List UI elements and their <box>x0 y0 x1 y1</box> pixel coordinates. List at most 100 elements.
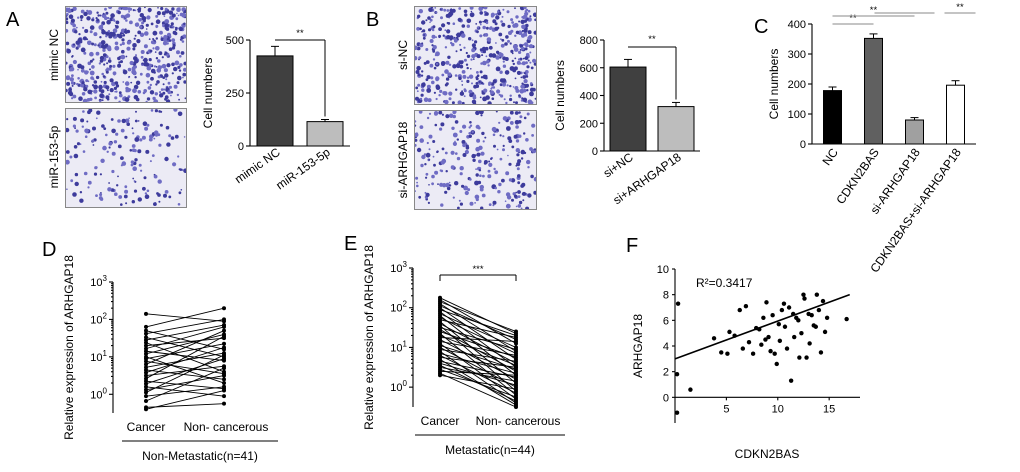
pair-line <box>439 368 517 398</box>
y-axis-label: ARHGAP18 <box>631 314 645 378</box>
image-label-si-nc: si-NC <box>396 40 410 70</box>
pair-line <box>439 297 517 334</box>
y-axis-label: Cell numbers <box>767 49 781 120</box>
cancer-point <box>438 373 442 378</box>
pair-line <box>439 352 517 374</box>
y-axis-label: Cell numbers <box>201 58 215 129</box>
scatter-point <box>788 378 794 383</box>
non-cancerous-point <box>222 388 226 393</box>
non-cancerous-point <box>514 387 518 392</box>
y-tick-label: 200 <box>788 79 806 91</box>
non-cancerous-point <box>514 353 518 358</box>
y-tick-label: 300 <box>788 49 806 61</box>
y-tick-label: 0 <box>800 139 806 151</box>
pair-line <box>145 360 225 375</box>
pair-line <box>439 374 517 390</box>
pair-line <box>439 343 517 400</box>
cancer-point <box>144 384 148 389</box>
cancer-point <box>144 331 148 336</box>
scatter-point <box>688 387 693 392</box>
y-tick-label: 2 <box>663 367 669 379</box>
y-tick-label: 100 <box>788 109 806 121</box>
pair-line <box>145 333 225 355</box>
image-label-si-arhgap18: si-ARHGAP18 <box>396 121 410 198</box>
y-tick-label: 103 <box>390 260 407 275</box>
pair-line <box>145 337 225 347</box>
x-category-label: Non- cancerous <box>184 420 269 434</box>
bar <box>306 121 344 147</box>
y-tick-label: 400 <box>788 19 806 31</box>
non-cancerous-point <box>222 373 226 378</box>
micrograph-b-si-arhgap18 <box>414 110 537 210</box>
scatter-point <box>740 346 746 351</box>
y-axis-label: Cell numbers <box>553 60 567 131</box>
cancer-point <box>144 328 148 333</box>
scatter-point <box>804 355 809 360</box>
y-tick-label: 102 <box>390 300 407 315</box>
pair-line <box>145 375 225 391</box>
y-tick-label: 8 <box>663 290 669 302</box>
bar <box>905 119 924 145</box>
pair-line <box>145 367 225 402</box>
y-tick-label: 6 <box>663 315 669 327</box>
panel-letter-d: D <box>42 239 56 261</box>
panel-letter-e: E <box>344 233 357 255</box>
scatter-point <box>820 298 826 304</box>
x-category-label: si+NC <box>601 150 636 181</box>
pair-line <box>439 309 517 336</box>
non-cancerous-point <box>222 381 226 386</box>
scatter-chart-f: 0 2 4 6 8 10 5 10 15 R²=0.3417 CDKN2BAS ARHGAP18 <box>631 264 860 461</box>
scatter-point <box>844 316 849 322</box>
micrograph-b-si-nc-texture <box>415 7 536 104</box>
line-chart-d: 100 101 102 103 Relative expression of ARHGA… <box>62 255 278 463</box>
scatter-point <box>761 315 766 320</box>
y-tick-label: 10 <box>657 264 669 276</box>
scatter-point <box>796 318 801 323</box>
y-axis-label: Relative expression of ARHGAP18 <box>362 245 376 430</box>
scatter-point <box>807 341 812 346</box>
non-cancerous-point <box>514 373 518 378</box>
image-label-mimic-nc: mimic NC <box>47 29 61 81</box>
pair-line <box>439 339 517 380</box>
panel-letter-b: B <box>366 9 379 31</box>
scatter-point <box>727 329 732 335</box>
scatter-point <box>763 337 768 342</box>
non-cancerous-point <box>514 335 518 340</box>
x-tick-label: 15 <box>823 403 835 415</box>
scatter-point <box>818 350 824 355</box>
scatter-point <box>768 348 773 354</box>
scatter-point <box>759 342 764 347</box>
non-cancerous-point <box>222 324 226 329</box>
non-cancerous-point <box>222 306 226 311</box>
y-tick-label: 0 <box>238 141 244 153</box>
x-axis-label: CDKN2BAS <box>735 447 800 461</box>
pair-line <box>439 335 517 366</box>
pair-line <box>439 319 517 338</box>
bar <box>256 55 294 147</box>
non-cancerous-point <box>222 352 226 357</box>
x-category-label: Cancer <box>127 420 166 434</box>
group-label: Metastatic(n=44) <box>445 443 535 457</box>
pair-line <box>145 354 225 393</box>
x-tick-label: 5 <box>723 403 729 415</box>
bar <box>657 106 695 152</box>
cancer-point <box>144 343 148 348</box>
pair-line <box>145 350 225 362</box>
micrograph-b-si-nc <box>414 6 537 105</box>
r-squared-annotation: R²=0.3417 <box>696 276 753 290</box>
y-tick-label: 600 <box>580 63 598 75</box>
scatter-point <box>809 313 814 318</box>
cancer-point <box>144 311 148 316</box>
non-cancerous-point <box>222 334 226 339</box>
x-category-label: Cancer <box>421 414 460 428</box>
y-tick-label: 101 <box>390 339 407 354</box>
cancer-point <box>144 359 148 364</box>
non-cancerous-point <box>514 359 518 364</box>
pair-line <box>145 356 225 384</box>
scatter-point <box>764 300 769 305</box>
cancer-point <box>144 407 148 412</box>
pair-line <box>145 307 225 328</box>
cancer-point <box>144 370 148 375</box>
scatter-point <box>782 324 788 329</box>
